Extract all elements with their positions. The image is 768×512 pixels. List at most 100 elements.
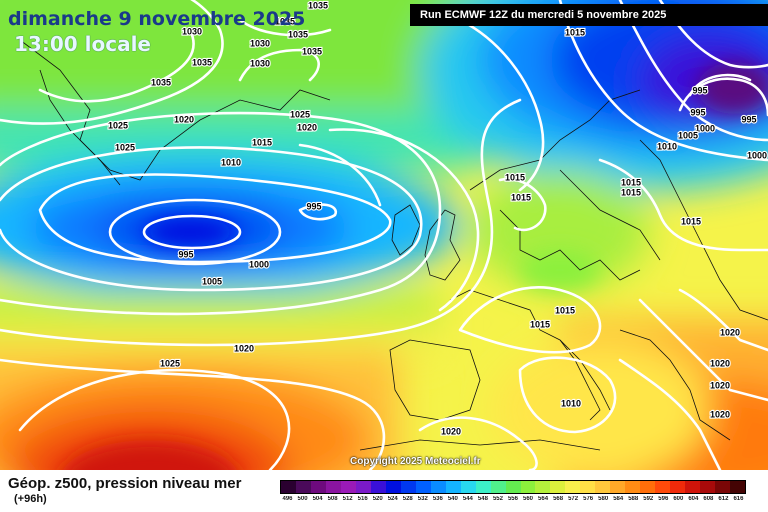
scale-tick-label: 584 <box>613 496 624 502</box>
isobar-label: 1020 <box>720 327 740 337</box>
color-swatch <box>310 481 326 493</box>
color-swatch <box>670 481 686 493</box>
color-swatch <box>700 481 716 493</box>
scale-tick-label: 552 <box>492 496 503 502</box>
geopotential-field <box>0 0 768 470</box>
scale-tick-label: 600 <box>673 496 684 502</box>
isobar-label: 1015 <box>681 216 701 226</box>
color-swatch <box>281 481 296 493</box>
scale-tick-label: 576 <box>583 496 594 502</box>
isobar-label: 1015 <box>530 319 550 329</box>
forecast-date-title: dimanche 9 novembre 2025 <box>8 8 306 30</box>
isobar-label: 1010 <box>657 141 677 151</box>
color-swatch <box>625 481 641 493</box>
color-swatch <box>595 481 611 493</box>
scale-tick-label: 612 <box>718 496 729 502</box>
isobar-label: 1015 <box>621 177 641 187</box>
isobar-label: 1000 <box>747 150 767 160</box>
color-swatch <box>385 481 401 493</box>
scale-tick-label: 560 <box>523 496 534 502</box>
color-swatch <box>460 481 476 493</box>
color-swatch <box>490 481 506 493</box>
scale-tick-label: 540 <box>447 496 458 502</box>
scale-tick-label: 604 <box>688 496 699 502</box>
isobar-label: 1015 <box>565 27 585 37</box>
isobar-label: 1035 <box>192 57 212 67</box>
scale-tick-label: 544 <box>462 496 473 502</box>
color-swatch <box>610 481 626 493</box>
color-swatch <box>580 481 596 493</box>
scale-tick-label: 524 <box>387 496 398 502</box>
isobar-label: 1005 <box>678 130 698 140</box>
scale-tick-label: 532 <box>417 496 428 502</box>
isobar-label: 1000 <box>695 123 715 133</box>
scale-tick-label: 568 <box>553 496 564 502</box>
isobar-label: 995 <box>741 114 756 124</box>
scale-tick-label: 508 <box>327 496 338 502</box>
color-swatch <box>445 481 461 493</box>
color-swatch <box>340 481 356 493</box>
isobar-label: 1030 <box>182 26 202 36</box>
isobar-label: 995 <box>178 249 193 259</box>
legend-footer: Géop. z500, pression niveau mer (+96h) 4… <box>0 470 768 512</box>
scale-tick-label: 556 <box>507 496 518 502</box>
scale-tick-label: 608 <box>703 496 714 502</box>
scale-tick-label: 516 <box>357 496 368 502</box>
isobar-label: 1020 <box>441 426 461 436</box>
color-swatch <box>640 481 656 493</box>
isobar-label: 995 <box>692 85 707 95</box>
scale-tick-label: 500 <box>297 496 308 502</box>
scale-tick-label: 512 <box>342 496 353 502</box>
isobar-label: 1020 <box>710 380 730 390</box>
scale-tick-label: 536 <box>432 496 443 502</box>
isobar-label: 1025 <box>160 358 180 368</box>
color-swatch <box>370 481 386 493</box>
color-swatch <box>655 481 671 493</box>
color-swatch <box>325 481 341 493</box>
model-run-info: Run ECMWF 12Z du mercredi 5 novembre 202… <box>410 4 768 26</box>
isobar-label: 995 <box>690 107 705 117</box>
isobar-label: 1000 <box>249 259 269 269</box>
color-swatch <box>430 481 446 493</box>
isobar-label: 1025 <box>290 109 310 119</box>
color-swatch <box>400 481 416 493</box>
isobar-labels: 1035 1035 1030 1035 1030 1035 1035 1030 1035 1020… <box>107 0 768 437</box>
color-swatch <box>565 481 581 493</box>
scale-tick-label: 496 <box>282 496 293 502</box>
isobar-label: 1035 <box>302 46 322 56</box>
isobars <box>0 0 768 470</box>
color-scale-swatches <box>280 480 746 494</box>
isobar-label: 1035 <box>151 77 171 87</box>
color-swatch <box>520 481 536 493</box>
isobar-label: 1025 <box>108 120 128 130</box>
isobar-label: 1035 <box>275 16 295 26</box>
color-scale-legend: 496 500 504 508 512 516 520 524 528 532 536 540 544 5… <box>280 480 746 508</box>
scale-tick-label: 588 <box>628 496 639 502</box>
isobar-label: 1015 <box>252 137 272 147</box>
scale-tick-label: 548 <box>477 496 488 502</box>
isobar-label: 1010 <box>221 157 241 167</box>
color-swatch <box>475 481 491 493</box>
scale-tick-label: 504 <box>312 496 323 502</box>
isobar-label: 1015 <box>511 192 531 202</box>
isobar-label: 1015 <box>621 187 641 197</box>
scale-tick-label: 580 <box>598 496 609 502</box>
isobar-label: 1020 <box>174 114 194 124</box>
color-swatch <box>355 481 371 493</box>
forecast-time-title: 13:00 locale <box>14 32 151 56</box>
isobar-label: 1035 <box>308 0 328 10</box>
isobar-label: 1015 <box>505 172 525 182</box>
scale-tick-label: 596 <box>658 496 669 502</box>
isobar-label: 1015 <box>555 305 575 315</box>
color-swatch <box>535 481 551 493</box>
copyright-notice: Copyright 2025 Meteociel.fr <box>350 456 481 467</box>
color-swatch <box>505 481 521 493</box>
map-caption: Géop. z500, pression niveau mer <box>8 475 242 492</box>
isobar-label: 1005 <box>202 276 222 286</box>
color-swatch <box>685 481 701 493</box>
pressure-map: 1035 1035 1030 1035 1030 1035 1035 1030 1035 1020… <box>0 0 768 470</box>
color-swatch <box>715 481 731 493</box>
isobar-label: 1025 <box>115 142 135 152</box>
isobar-label: 1020 <box>297 122 317 132</box>
isobar-label: 1020 <box>710 409 730 419</box>
